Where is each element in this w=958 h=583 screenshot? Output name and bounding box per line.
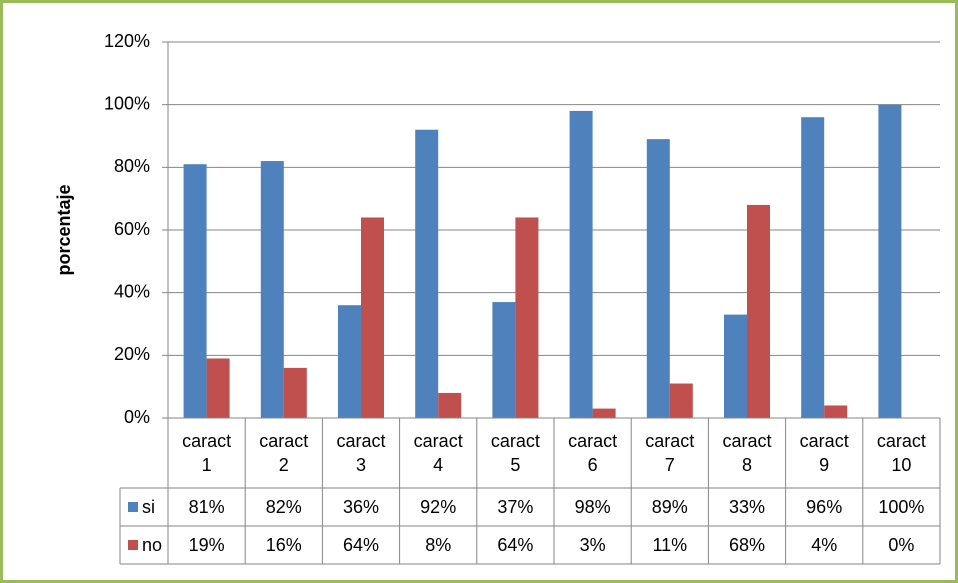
- table-value: 98%: [575, 497, 611, 517]
- category-cell: caract 9: [786, 418, 863, 488]
- y-tick-label: 0%: [124, 407, 150, 427]
- category-cell: caract 5: [477, 418, 554, 488]
- x-tick-label: caract 4: [413, 431, 463, 475]
- x-tick-label: caract 5: [490, 431, 540, 475]
- table-value: 4%: [811, 535, 837, 555]
- category-cell: caract 5: [477, 418, 554, 488]
- table-value: 64%: [343, 535, 379, 555]
- bar: [878, 104, 902, 419]
- legend-label: si: [142, 497, 155, 517]
- x-tick-label: caract 7: [645, 431, 695, 475]
- bar: [646, 139, 670, 418]
- category-cell: caract 10: [863, 418, 940, 488]
- table-value: 89%: [652, 497, 688, 517]
- category-cell: caract 3: [322, 418, 399, 488]
- table-value: 100%: [878, 497, 924, 517]
- category-cell: caract 1: [168, 418, 245, 488]
- category-cell: caract 8: [708, 418, 785, 488]
- bar: [824, 405, 848, 418]
- category-cell: caract 3: [322, 418, 399, 488]
- legend-label: no: [142, 535, 162, 555]
- table-value: 92%: [420, 497, 456, 517]
- table-value: 33%: [729, 497, 765, 517]
- bar: [724, 314, 747, 418]
- bar: [801, 117, 825, 418]
- legend-key: [128, 502, 138, 512]
- table-value: 8%: [425, 535, 451, 555]
- table-value: 16%: [266, 535, 302, 555]
- bar: [438, 392, 462, 418]
- x-tick-label: caract 9: [799, 431, 849, 475]
- table-value: 3%: [580, 535, 606, 555]
- x-tick-label: caract 8: [722, 431, 772, 475]
- category-cell: caract 2: [245, 418, 322, 488]
- y-tick-label: 60%: [114, 219, 150, 239]
- table-value: 37%: [497, 497, 533, 517]
- category-cell: caract 4: [400, 418, 477, 488]
- bar: [283, 367, 307, 418]
- y-tick-label: 120%: [104, 31, 150, 51]
- table-value: 82%: [266, 497, 302, 517]
- legend-key: [128, 540, 138, 550]
- y-tick-label: 20%: [114, 344, 150, 364]
- table-value: 36%: [343, 497, 379, 517]
- x-tick-label: caract 10: [876, 431, 926, 475]
- y-tick-label: 100%: [104, 93, 150, 113]
- table-value: 11%: [652, 535, 687, 555]
- bar: [260, 161, 284, 419]
- category-cell: caract 6: [554, 418, 631, 488]
- category-cell: caract 1: [168, 418, 245, 488]
- category-cell: caract 2: [245, 418, 322, 488]
- table-value: 19%: [189, 535, 225, 555]
- category-cell: caract 6: [554, 418, 631, 488]
- category-cell: caract 9: [786, 418, 863, 488]
- category-cell: caract 7: [631, 418, 708, 488]
- bar: [415, 129, 439, 418]
- bar: [492, 302, 516, 418]
- y-tick-label: 40%: [114, 281, 150, 301]
- bar: [206, 358, 230, 418]
- table-value: 0%: [888, 535, 914, 555]
- y-tick-label: 80%: [114, 156, 150, 176]
- bar: [747, 204, 770, 418]
- x-tick-label: caract 1: [182, 431, 232, 475]
- bar: [515, 217, 539, 418]
- table-value: 96%: [806, 497, 842, 517]
- y-axis-label: porcentaje: [54, 184, 74, 275]
- bar: [569, 110, 593, 418]
- category-cell: caract 7: [631, 418, 708, 488]
- table-value: 68%: [729, 535, 765, 555]
- table-value: 81%: [189, 497, 225, 517]
- bar: [669, 383, 693, 418]
- category-cell: caract 8: [708, 418, 785, 488]
- x-tick-label: caract 6: [568, 431, 618, 475]
- bar: [338, 305, 361, 418]
- category-cell: caract 4: [400, 418, 477, 488]
- bar: [361, 217, 384, 418]
- x-tick-label: caract 3: [336, 431, 386, 475]
- table-value: 64%: [497, 535, 533, 555]
- bar: [592, 408, 616, 418]
- category-cell: caract 10: [863, 418, 940, 488]
- x-tick-label: caract 2: [259, 431, 309, 475]
- bar: [183, 164, 207, 418]
